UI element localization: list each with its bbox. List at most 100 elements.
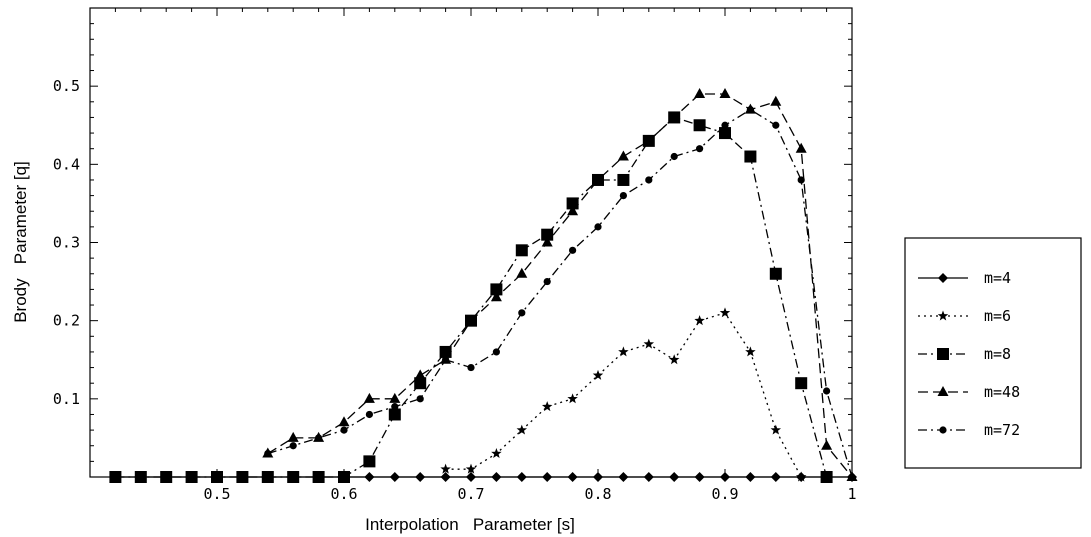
x-tick-label: 0.8 bbox=[584, 485, 611, 503]
legend-label: m=4 bbox=[984, 269, 1011, 287]
legend-marker bbox=[937, 310, 949, 321]
point-m-8 bbox=[287, 471, 300, 483]
point-m-48 bbox=[465, 314, 477, 325]
point-m-72 bbox=[772, 121, 780, 129]
legend-marker bbox=[937, 386, 949, 396]
point-m-48 bbox=[363, 392, 375, 403]
point-m-48 bbox=[821, 439, 833, 450]
point-m-4 bbox=[669, 472, 680, 482]
point-m-8 bbox=[363, 455, 376, 468]
point-m-8 bbox=[338, 471, 350, 483]
point-m-72 bbox=[848, 473, 856, 481]
point-m-48 bbox=[643, 134, 655, 145]
point-m-8 bbox=[109, 471, 122, 483]
point-m-4 bbox=[516, 472, 527, 482]
point-m-72 bbox=[315, 434, 323, 442]
point-m-72 bbox=[696, 145, 704, 153]
legend-item-m-72: m=72 bbox=[918, 421, 1020, 439]
point-m-8 bbox=[388, 408, 401, 421]
y-tick-label: 0.3 bbox=[53, 234, 80, 252]
point-m-72 bbox=[594, 223, 602, 231]
point-m-4 bbox=[466, 472, 476, 482]
series-line-m-72 bbox=[267, 108, 853, 478]
point-m-72 bbox=[797, 176, 805, 184]
plot-border bbox=[89, 7, 853, 478]
y-tick-labels: 0.1 0.2 0.3 0.4 0.5 bbox=[53, 77, 80, 408]
point-m-72 bbox=[442, 356, 450, 364]
point-m-48 bbox=[668, 111, 680, 122]
point-m-72 bbox=[543, 277, 551, 286]
point-m-4 bbox=[770, 472, 781, 482]
x-tick-label: 0.6 bbox=[330, 485, 357, 503]
point-m-8 bbox=[693, 119, 706, 132]
point-m-6 bbox=[592, 369, 604, 380]
point-m-48 bbox=[795, 142, 807, 153]
point-m-72 bbox=[289, 442, 297, 450]
point-m-4 bbox=[593, 472, 603, 482]
y-tick-label: 0.4 bbox=[53, 155, 80, 173]
point-m-8 bbox=[134, 471, 147, 483]
point-m-6 bbox=[745, 346, 756, 357]
x-tick-label: 0.7 bbox=[457, 485, 484, 503]
axis-ticks bbox=[89, 7, 853, 478]
point-m-72 bbox=[492, 348, 500, 356]
point-m-8 bbox=[566, 197, 579, 210]
point-m-72 bbox=[467, 363, 475, 372]
point-m-6 bbox=[491, 448, 502, 458]
point-m-48 bbox=[617, 150, 629, 161]
point-m-6 bbox=[440, 463, 451, 474]
point-m-48 bbox=[414, 369, 426, 380]
legend-marker bbox=[938, 273, 948, 283]
point-m-72 bbox=[721, 121, 729, 129]
point-m-48 bbox=[770, 95, 782, 106]
point-m-4 bbox=[415, 472, 426, 482]
x-tick-labels: 0.5 0.6 0.7 0.8 0.9 1 bbox=[203, 485, 856, 503]
point-m-4 bbox=[440, 472, 451, 482]
plot-frame bbox=[89, 7, 853, 478]
y-axis-title: Brody Parameter [q] bbox=[11, 161, 30, 323]
point-m-72 bbox=[264, 449, 272, 458]
legend-label: m=72 bbox=[984, 421, 1020, 439]
legend-label: m=48 bbox=[984, 383, 1020, 401]
point-m-8 bbox=[160, 471, 173, 483]
point-m-72 bbox=[416, 395, 424, 403]
x-tick-label: 0.5 bbox=[203, 485, 230, 503]
point-m-48 bbox=[541, 236, 553, 247]
point-m-8 bbox=[541, 228, 554, 241]
legend: m=4 m=6 m=8 m=48 m=72 bbox=[904, 237, 1082, 469]
point-m-48 bbox=[719, 87, 731, 98]
point-m-8 bbox=[236, 471, 249, 483]
legend-label: m=6 bbox=[984, 307, 1011, 325]
point-m-48 bbox=[490, 291, 502, 302]
point-m-8 bbox=[820, 471, 833, 483]
point-m-48 bbox=[338, 416, 350, 427]
legend-label: m=8 bbox=[984, 345, 1011, 363]
legend-item-m-8: m=8 bbox=[918, 345, 1011, 363]
legend-item-m-6: m=6 bbox=[918, 307, 1011, 325]
series-line-m-48 bbox=[267, 93, 853, 478]
x-tick-label: 1 bbox=[847, 485, 856, 503]
point-m-72 bbox=[645, 176, 653, 184]
series-line-m-6 bbox=[445, 312, 802, 478]
point-m-8 bbox=[261, 471, 274, 483]
point-m-48 bbox=[516, 267, 528, 278]
point-m-8 bbox=[744, 150, 757, 163]
point-m-72 bbox=[823, 387, 831, 395]
point-m-72 bbox=[340, 426, 348, 434]
point-m-8 bbox=[312, 471, 325, 483]
point-m-4 bbox=[567, 472, 578, 482]
point-m-8 bbox=[211, 471, 223, 483]
point-m-4 bbox=[364, 472, 375, 482]
y-tick-label: 0.1 bbox=[53, 390, 80, 408]
point-m-72 bbox=[746, 106, 755, 114]
point-m-8 bbox=[795, 377, 808, 390]
point-m-6 bbox=[694, 315, 705, 326]
point-m-6 bbox=[795, 471, 807, 482]
point-m-4 bbox=[389, 472, 400, 482]
point-m-48 bbox=[592, 173, 604, 184]
point-m-8 bbox=[515, 244, 528, 257]
point-m-6 bbox=[719, 307, 731, 318]
point-m-8 bbox=[719, 127, 731, 140]
point-m-8 bbox=[414, 377, 427, 390]
